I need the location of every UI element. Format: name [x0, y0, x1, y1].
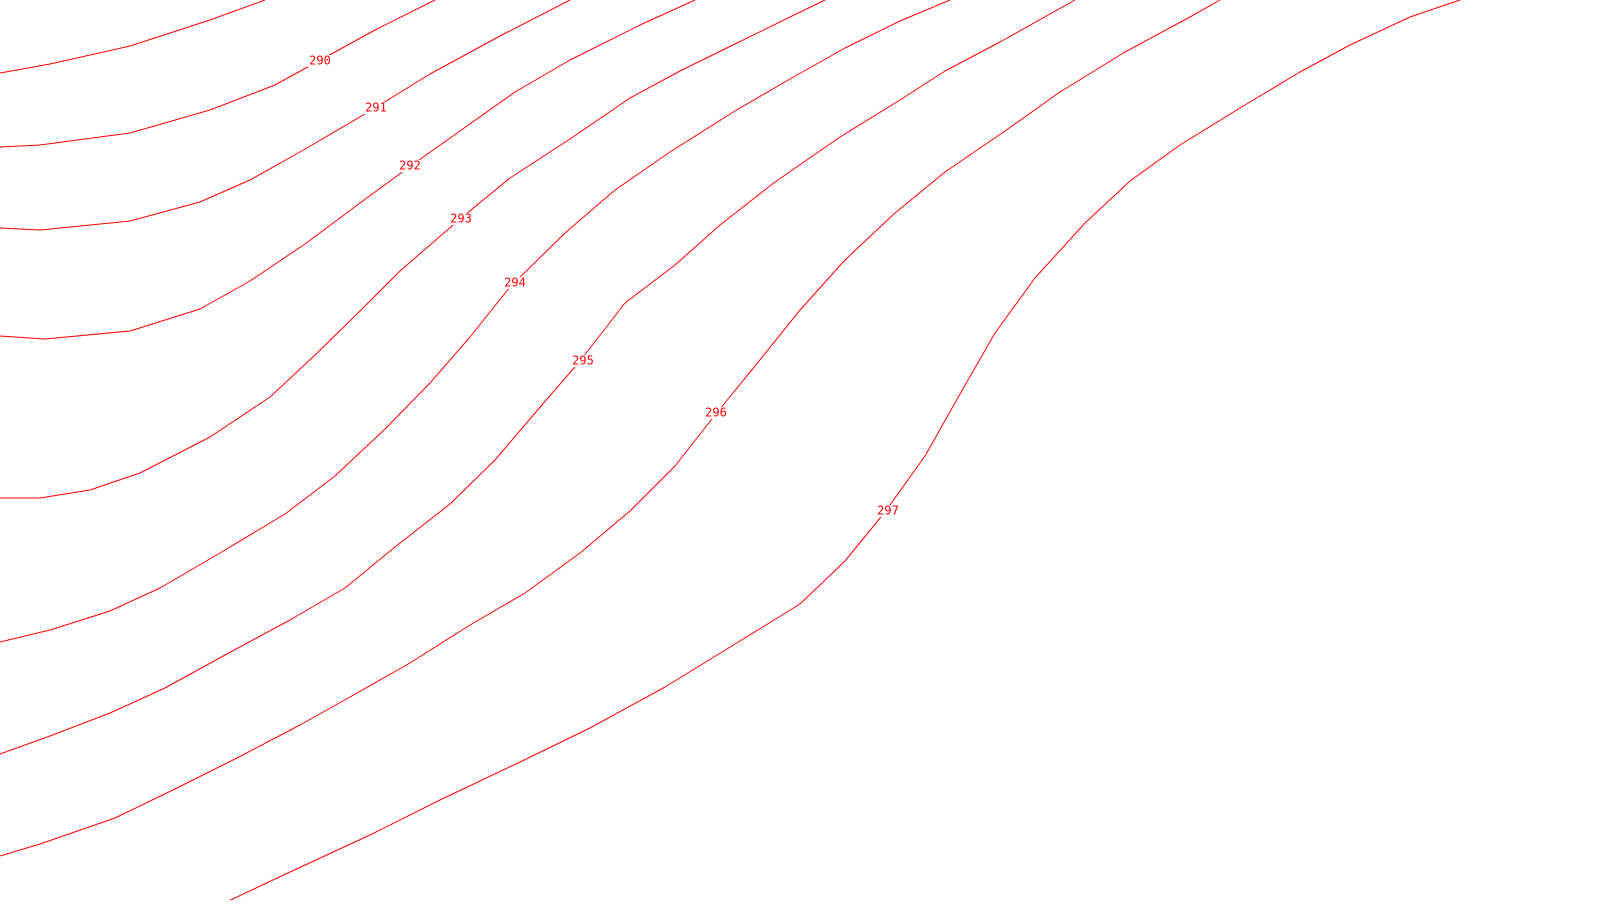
- contour-line-290: [0, 0, 266, 74]
- contour-label-290: 290: [308, 54, 332, 68]
- contour-label-mask: [503, 277, 527, 289]
- contour-label-text: 290: [309, 54, 331, 68]
- contour-label-mask: [398, 160, 422, 172]
- contour-label-text: 294: [504, 276, 526, 290]
- contour-line-291: [0, 0, 436, 148]
- contour-labels: 290 291 292 293 294 295 296 297: [308, 54, 900, 518]
- contour-label-297: 297: [876, 504, 900, 518]
- contour-label-text: 291: [365, 101, 387, 115]
- contour-label-292: 292: [398, 159, 422, 173]
- contour-label-text: 295: [572, 354, 594, 368]
- contour-label-293: 293: [449, 212, 473, 226]
- contour-line-298: [221, 0, 1461, 905]
- contour-line-292: [0, 0, 571, 231]
- contour-label-295: 295: [571, 354, 595, 368]
- contour-label-mask: [308, 55, 332, 67]
- contour-line-293: [0, 0, 696, 340]
- contour-label-291: 291: [364, 101, 388, 115]
- contour-label-text: 297: [877, 504, 899, 518]
- contour-line-295: [0, 0, 951, 643]
- contour-label-text: 292: [399, 159, 421, 173]
- contour-label-mask: [704, 407, 728, 419]
- contour-lines: [0, 0, 1461, 905]
- contour-label-mask: [449, 213, 473, 225]
- contour-line-294: [0, 0, 826, 499]
- contour-label-mask: [571, 355, 595, 367]
- contour-label-mask: [364, 102, 388, 114]
- contour-label-text: 296: [705, 406, 727, 420]
- contour-label-text: 293: [450, 212, 472, 226]
- contour-label-mask: [876, 505, 900, 517]
- contour-label-296: 296: [704, 406, 728, 420]
- contour-line-297: [0, 0, 1221, 857]
- contour-line-296: [0, 0, 1076, 755]
- contour-label-294: 294: [503, 276, 527, 290]
